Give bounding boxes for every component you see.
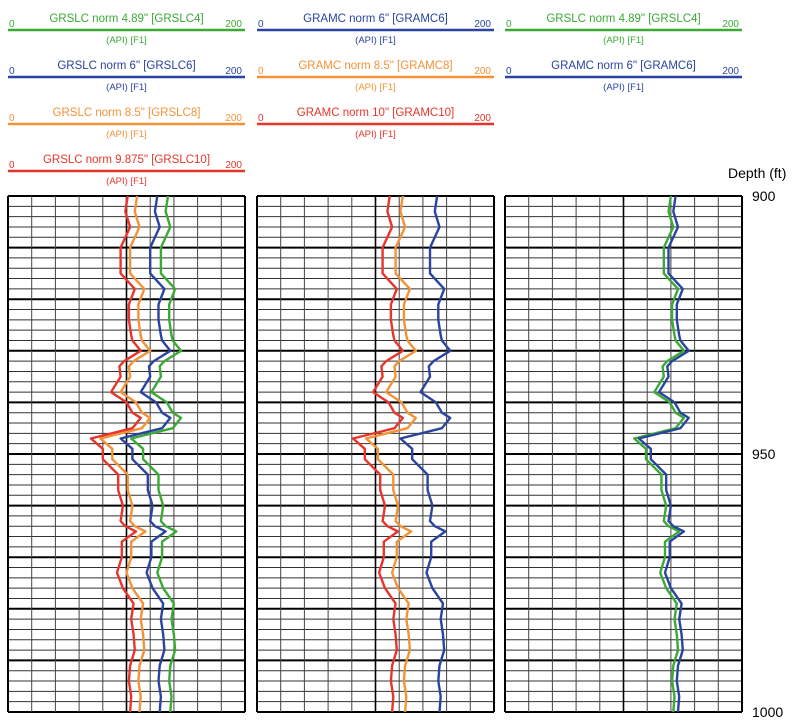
log-curves	[89, 195, 690, 713]
log-curve	[99, 195, 152, 713]
curve-scale-min: 0	[9, 160, 15, 171]
log-curve	[633, 195, 686, 713]
curve-header-title: GRAMC norm 6" [GRAMC6]	[303, 13, 448, 25]
curve-header-title: GRAMC norm 8.5" [GRAMC8]	[298, 60, 452, 72]
curve-scale-min: 0	[9, 19, 15, 30]
depth-tick-label: 900	[752, 188, 776, 204]
curve-header: GRSLC norm 6" [GRSLC6] 0 200 (API) [F1]	[8, 60, 245, 93]
curve-scale-max: 200	[474, 66, 491, 77]
curve-scale-min: 0	[258, 66, 264, 77]
log-curve	[364, 195, 417, 713]
log-curve	[637, 195, 690, 713]
curve-scale-max: 200	[722, 19, 739, 30]
log-curve	[119, 195, 172, 713]
curve-header: GRAMC norm 6" [GRAMC6] 0 200 (API) [F1]	[505, 60, 742, 93]
curve-scale-max: 200	[225, 66, 242, 77]
curve-header-title: GRSLC norm 8.5" [GRSLC8]	[53, 107, 201, 119]
curve-scale-min: 0	[506, 19, 512, 30]
curve-header-title: GRSLC norm 4.89" [GRSLC4]	[49, 13, 203, 25]
log-curve	[129, 195, 183, 713]
depth-axis: Depth (ft) 900 950 1000	[728, 165, 786, 720]
curve-header-title: GRSLC norm 6" [GRSLC6]	[57, 60, 195, 72]
curve-header-title: GRSLC norm 4.89" [GRSLC4]	[546, 13, 700, 25]
track-grid	[256, 195, 495, 713]
track-headers: GRSLC norm 4.89" [GRSLC4]0 200(API) [F1]G…	[8, 13, 742, 187]
curve-header-unit: (API) [F1]	[603, 35, 644, 46]
depth-tick-label: 950	[752, 446, 776, 462]
track-grid	[7, 195, 246, 713]
curve-scale-min: 0	[506, 66, 512, 77]
curve-header-unit: (API) [F1]	[106, 176, 147, 187]
curve-header: GRAMC norm 6" [GRAMC6] 0 200 (API) [F1]	[257, 13, 494, 46]
curve-scale-max: 200	[474, 113, 491, 124]
depth-axis-title: Depth (ft)	[728, 165, 786, 181]
curve-header-title: GRAMC norm 6" [GRAMC6]	[551, 60, 696, 72]
curve-header-title: GRSLC norm 9.875" [GRSLC10]	[43, 154, 210, 166]
log-curve	[399, 195, 452, 713]
curve-header-unit: (API) [F1]	[106, 82, 147, 93]
curve-header-unit: (API) [F1]	[603, 82, 644, 93]
curve-scale-max: 200	[225, 160, 242, 171]
curve-header-unit: (API) [F1]	[355, 82, 396, 93]
track-grid	[504, 195, 743, 713]
curve-header: GRSLC norm 4.89" [GRSLC4] 0 200 (API) [F1]	[505, 13, 742, 46]
curve-header-unit: (API) [F1]	[355, 129, 396, 140]
curve-header-unit: (API) [F1]	[355, 35, 396, 46]
depth-tick-label: 1000	[752, 704, 783, 720]
curve-header: GRSLC norm 9.875" [GRSLC10] 0 200 (API) [F1…	[8, 154, 245, 187]
curve-scale-max: 200	[722, 66, 739, 77]
curve-scale-max: 200	[225, 113, 242, 124]
log-curve	[351, 195, 404, 713]
curve-scale-max: 200	[474, 19, 491, 30]
curve-scale-max: 200	[225, 19, 242, 30]
curve-scale-min: 0	[9, 113, 15, 124]
curve-scale-min: 0	[258, 113, 264, 124]
log-curve	[89, 195, 142, 713]
curve-scale-min: 0	[9, 66, 15, 77]
curve-header: GRSLC norm 4.89" [GRSLC4] 0 200 (API) [F1]	[8, 13, 245, 46]
curve-header-unit: (API) [F1]	[106, 129, 147, 140]
curve-header: GRSLC norm 8.5" [GRSLC8] 0 200 (API) [F1]	[8, 107, 245, 140]
curve-scale-min: 0	[258, 19, 264, 30]
curve-header: GRAMC norm 10" [GRAMC10] 0 200 (API) [F1]	[257, 107, 494, 140]
track-grids	[7, 195, 743, 713]
curve-header-title: GRAMC norm 10" [GRAMC10]	[297, 107, 454, 119]
curve-header-unit: (API) [F1]	[106, 35, 147, 46]
curve-header: GRAMC norm 8.5" [GRAMC8] 0 200 (API) [F1]	[257, 60, 494, 93]
